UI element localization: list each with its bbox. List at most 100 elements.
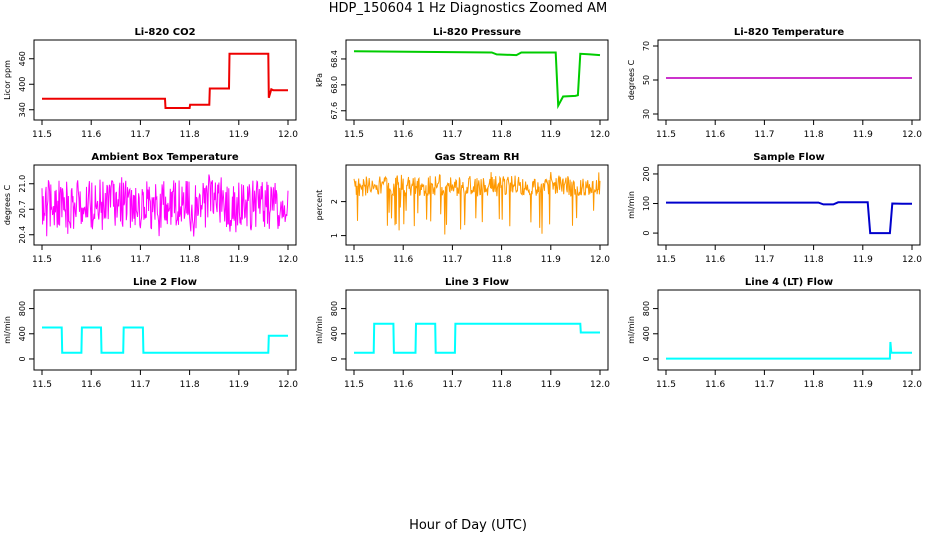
x-axis-title: Hour of Day (UTC) <box>409 518 527 533</box>
chart-title: Ambient Box Temperature <box>91 152 238 163</box>
y-axis-label: percent <box>315 190 324 221</box>
x-tick-label: 11.9 <box>229 380 249 390</box>
x-tick-label: 11.6 <box>705 130 725 140</box>
y-tick-label: 800 <box>642 301 651 316</box>
x-tick-label: 11.8 <box>180 380 200 390</box>
x-tick-label: 11.9 <box>853 255 873 265</box>
series-line-1 <box>354 322 600 354</box>
x-tick-label: 11.6 <box>81 130 101 140</box>
y-tick-label: 20.7 <box>18 200 27 218</box>
chart-title: Line 4 (LT) Flow <box>745 277 833 288</box>
y-tick-label: 0 <box>642 231 651 236</box>
x-tick-label: 11.6 <box>393 255 413 265</box>
x-tick-label: 11.8 <box>804 380 824 390</box>
chart-panel-5: Gas Stream RH percent 11.5 11.6 11.7 11.8 11.9… <box>315 152 610 265</box>
x-tick-label: 11.6 <box>393 130 413 140</box>
x-tick-label: 12.0 <box>902 130 922 140</box>
figure-title: HDP_150604 1 Hz Diagnostics Zoomed AM <box>328 1 608 16</box>
x-tick-label: 11.9 <box>541 380 561 390</box>
x-tick-label: 11.8 <box>804 130 824 140</box>
x-tick-label: 11.8 <box>492 130 512 140</box>
chart-panel-6: Sample Flow ml/min 11.5 11.6 11.7 11.8 11.9 12.… <box>627 152 922 265</box>
x-tick-label: 11.8 <box>180 255 200 265</box>
y-axis-label: degrees C <box>3 184 12 225</box>
x-tick-label: 12.0 <box>590 130 610 140</box>
x-tick-label: 11.7 <box>754 255 774 265</box>
x-tick-label: 11.7 <box>130 255 150 265</box>
x-tick-label: 11.5 <box>344 130 364 140</box>
x-tick-label: 11.5 <box>32 380 52 390</box>
chart-panel-9: Line 4 (LT) Flow ml/min 11.5 11.6 11.7 11.8 11… <box>627 277 922 390</box>
x-tick-label: 11.5 <box>32 255 52 265</box>
x-tick-label: 11.7 <box>130 130 150 140</box>
y-axis-label: kPa <box>315 73 324 87</box>
y-tick-label: 460 <box>18 51 27 66</box>
series-line-1 <box>42 326 288 354</box>
x-tick-label: 11.8 <box>492 380 512 390</box>
y-tick-label: 400 <box>18 77 27 92</box>
x-tick-label: 12.0 <box>902 255 922 265</box>
x-tick-label: 11.5 <box>656 255 676 265</box>
x-tick-label: 11.7 <box>442 380 462 390</box>
chart-title: Line 3 Flow <box>445 277 509 288</box>
x-tick-label: 11.7 <box>442 130 462 140</box>
chart-title: Li-820 Pressure <box>433 27 521 38</box>
chart-panel-3: Li-820 Temperature degrees C 11.5 11.6 11.7 1… <box>627 27 922 140</box>
x-tick-label: 11.7 <box>130 380 150 390</box>
y-tick-label: 50 <box>642 75 651 85</box>
x-tick-label: 12.0 <box>278 130 298 140</box>
x-tick-label: 11.8 <box>492 255 512 265</box>
y-tick-label: 70 <box>642 41 651 51</box>
plot-frame <box>345 164 609 246</box>
x-tick-label: 11.9 <box>229 255 249 265</box>
y-tick-label: 100 <box>642 196 651 211</box>
chart-title: Li-820 CO2 <box>134 27 195 38</box>
series-line-1 <box>353 172 601 235</box>
x-tick-label: 11.6 <box>81 380 101 390</box>
y-tick-label: 2 <box>330 199 339 204</box>
y-tick-label: 800 <box>18 301 27 316</box>
y-tick-label: 21.0 <box>18 175 27 193</box>
x-tick-label: 11.9 <box>853 380 873 390</box>
y-tick-label: 30 <box>642 109 651 119</box>
x-tick-label: 12.0 <box>590 255 610 265</box>
chart-panel-7: Line 2 Flow ml/min 11.5 11.6 11.7 11.8 11.9 12.… <box>3 277 298 390</box>
x-tick-label: 11.6 <box>705 380 725 390</box>
series-line-1 <box>41 174 289 237</box>
plot-frame <box>33 39 297 121</box>
x-tick-label: 11.8 <box>180 130 200 140</box>
y-axis-label: ml/min <box>315 316 324 344</box>
x-tick-label: 11.9 <box>853 130 873 140</box>
x-tick-label: 11.5 <box>32 130 52 140</box>
x-tick-label: 11.5 <box>344 255 364 265</box>
series-line-1 <box>666 341 912 360</box>
chart-panel-2: Li-820 Pressure kPa 11.5 11.6 11.7 11.8 11.9 12… <box>315 27 610 140</box>
x-tick-label: 11.5 <box>656 380 676 390</box>
x-tick-label: 12.0 <box>278 380 298 390</box>
x-tick-label: 11.5 <box>344 380 364 390</box>
chart-title: Gas Stream RH <box>435 152 520 163</box>
x-tick-label: 11.9 <box>229 130 249 140</box>
y-tick-label: 68.0 <box>330 76 339 94</box>
y-tick-label: 20.4 <box>18 226 27 244</box>
x-tick-label: 11.9 <box>541 255 561 265</box>
chart-title: Sample Flow <box>753 152 825 163</box>
y-axis-label: ml/min <box>627 316 636 344</box>
plot-frame <box>657 289 921 371</box>
plot-frame <box>657 164 921 246</box>
chart-title: Line 2 Flow <box>133 277 197 288</box>
plot-frame <box>33 289 297 371</box>
x-tick-label: 11.9 <box>541 130 561 140</box>
series-line-1 <box>666 201 912 235</box>
chart-title: Li-820 Temperature <box>734 27 844 38</box>
series-line-1 <box>353 50 601 110</box>
plot-frame <box>345 39 609 121</box>
y-tick-label: 340 <box>18 102 27 117</box>
plot-frame <box>345 289 609 371</box>
chart-panel-1: Li-820 CO2 Licor ppm 11.5 11.6 11.7 11.8 11.9 1… <box>3 27 298 140</box>
y-tick-label: 68.4 <box>330 50 339 68</box>
x-tick-label: 11.5 <box>656 130 676 140</box>
x-tick-label: 12.0 <box>590 380 610 390</box>
x-tick-label: 11.7 <box>754 130 774 140</box>
